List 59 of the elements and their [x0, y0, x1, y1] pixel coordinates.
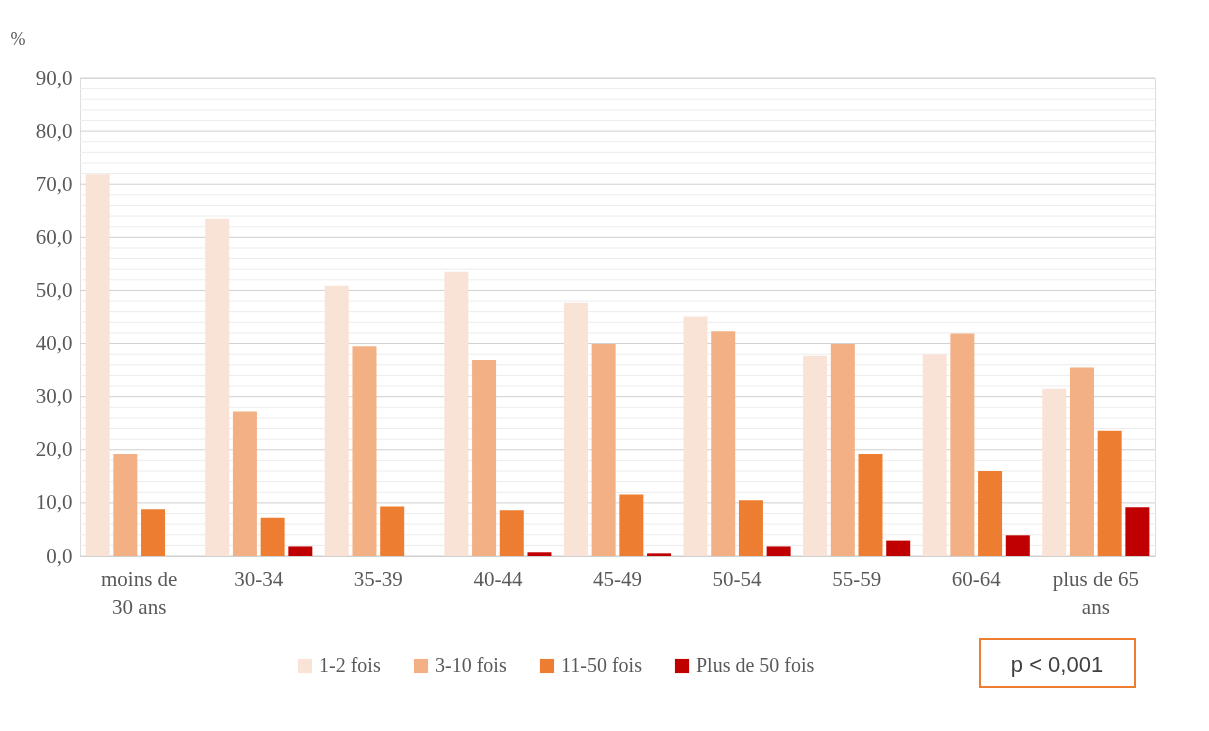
bar [591, 344, 616, 556]
bar [766, 546, 791, 556]
y-tick-label: 90,0 [35, 65, 73, 90]
bar [647, 553, 672, 556]
legend-label: 1-2 fois [319, 654, 381, 676]
bar [113, 454, 138, 556]
text: p < 0,001 [1010, 652, 1104, 677]
bar [950, 333, 975, 556]
bar [499, 510, 524, 556]
bar [922, 354, 947, 556]
bar [1125, 507, 1150, 556]
y-tick-label: 50,0 [35, 277, 73, 302]
bar [380, 506, 405, 556]
bar [978, 471, 1003, 556]
bar [472, 360, 497, 556]
bar [527, 552, 552, 556]
bar [1042, 388, 1067, 556]
y-tick-label: 70,0 [35, 171, 73, 196]
legend-label: 3-10 fois [435, 654, 507, 676]
bar [352, 346, 377, 556]
x-tick-label: 55-59 [832, 566, 882, 591]
bar [260, 517, 285, 556]
x-tick-label: plus de 65 ans [1052, 566, 1139, 619]
bar [886, 540, 911, 556]
legend-label: 11-50 fois [561, 654, 643, 676]
y-tick-label: 30,0 [35, 384, 73, 409]
bar [711, 331, 736, 556]
x-tick-label: 40-44 [473, 566, 523, 591]
bar [141, 509, 166, 556]
bar [85, 174, 110, 556]
bar [205, 218, 230, 556]
x-tick-label: 50-54 [712, 566, 763, 591]
bar [324, 285, 349, 556]
y-tick-label: 60,0 [35, 224, 73, 249]
legend-label: Plus de 50 fois [696, 654, 815, 676]
x-tick-label: 60-64 [951, 566, 1002, 591]
bar [444, 271, 469, 556]
bar [1069, 367, 1094, 556]
x-tick-label: 35-39 [353, 566, 403, 591]
x-tick-label: 30-34 [234, 566, 284, 591]
bar [1005, 535, 1030, 556]
y-tick-label: 80,0 [35, 118, 73, 143]
x-tick-label: 45-49 [593, 566, 642, 591]
y-tick-label: 10,0 [35, 490, 73, 515]
bar [563, 302, 588, 556]
bar [803, 355, 828, 556]
bar [232, 411, 257, 556]
bar [1097, 430, 1122, 556]
bar [288, 546, 313, 556]
x-tick-label: moins de 30 ans [100, 566, 178, 619]
y-tick-label: 40,0 [35, 331, 73, 356]
y-axis-title: % [10, 28, 26, 49]
bar [858, 454, 883, 556]
y-tick-label: 20,0 [35, 437, 73, 462]
bar [683, 316, 708, 556]
bar [738, 500, 763, 556]
bar [830, 344, 855, 556]
y-tick-label: 0,0 [46, 543, 73, 568]
bar [619, 494, 644, 556]
